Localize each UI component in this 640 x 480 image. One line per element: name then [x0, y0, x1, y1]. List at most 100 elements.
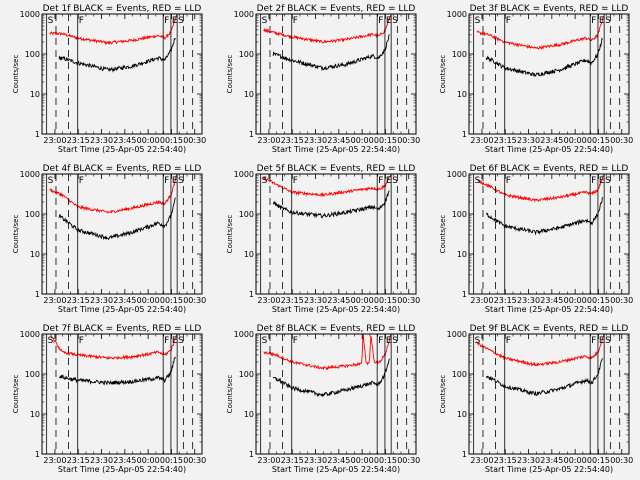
series-line-events [58, 38, 176, 73]
x-tick-label: 00:30 [183, 296, 206, 305]
x-tick-label: 23:45 [327, 456, 350, 465]
series-line-lld [49, 14, 178, 46]
y-tick-label: 1 [462, 130, 467, 139]
x-tick-label: 00:00 [564, 136, 587, 145]
x-axis-label: Start Time (25-Apr-05 22:54:40) [58, 465, 186, 474]
y-tick-label: 10 [30, 410, 40, 419]
interval-label: F [506, 176, 511, 186]
interval-label: E [386, 16, 392, 26]
x-tick-label: 23:45 [327, 136, 350, 145]
interval-label: F [378, 16, 383, 26]
plot-frame [255, 333, 417, 455]
y-tick-label: 100 [452, 210, 467, 219]
interval-label: F [378, 176, 383, 186]
x-tick-label: 23:45 [540, 136, 563, 145]
y-tick-label: 1000 [447, 10, 467, 19]
x-tick-label: 23:45 [540, 456, 563, 465]
plot-frame [41, 333, 203, 455]
interval-label: F [591, 336, 596, 346]
y-tick-label: 1000 [234, 170, 254, 179]
x-tick-label: 00:30 [397, 136, 420, 145]
x-axis-label: Start Time (25-Apr-05 22:54:40) [272, 465, 400, 474]
panel-title: Det 2f BLACK = Events, RED = LLD [257, 4, 416, 14]
x-tick-label: 23:15 [281, 456, 304, 465]
panel-title: Det 9f BLACK = Events, RED = LLD [470, 324, 629, 334]
x-tick-label: 23:15 [281, 136, 304, 145]
interval-label: F [591, 16, 596, 26]
x-tick-label: 00:00 [351, 456, 374, 465]
panel-title: Det 1f BLACK = Events, RED = LLD [43, 4, 202, 14]
x-tick-label: 23:00 [257, 296, 280, 305]
x-axis-label: Start Time (25-Apr-05 22:54:40) [485, 145, 613, 154]
x-axis-label: Start Time (25-Apr-05 22:54:40) [58, 145, 186, 154]
x-tick-label: 23:00 [470, 136, 493, 145]
panel-title: Det 5f BLACK = Events, RED = LLD [257, 164, 416, 174]
interval-label: F [591, 176, 596, 186]
x-tick-label: 23:45 [113, 296, 136, 305]
x-tick-label: 00:30 [183, 456, 206, 465]
y-tick-label: 100 [239, 210, 254, 219]
interval-label: F [506, 336, 511, 346]
y-tick-label: 1000 [234, 330, 254, 339]
interval-label: F [164, 336, 169, 346]
y-tick-label: 10 [457, 90, 467, 99]
interval-label: S [48, 176, 54, 186]
interval-label: S [48, 336, 54, 346]
interval-label: E [172, 336, 178, 346]
panel-title: Det 4f BLACK = Events, RED = LLD [43, 164, 202, 174]
y-tick-label: 10 [30, 90, 40, 99]
x-tick-label: 00:15 [160, 296, 183, 305]
y-axis-label: Counts/sec [12, 55, 20, 94]
y-tick-label: 1000 [20, 330, 40, 339]
series-line-lld [476, 334, 605, 367]
x-tick-label: 23:15 [494, 296, 517, 305]
interval-label: E [599, 16, 605, 26]
series-line-lld [263, 334, 392, 371]
interval-label: S [178, 16, 184, 26]
y-tick-label: 10 [457, 410, 467, 419]
series-line-lld [49, 334, 178, 361]
y-tick-label: 1000 [234, 10, 254, 19]
y-tick-label: 1000 [20, 170, 40, 179]
interval-label: S [262, 16, 268, 26]
x-tick-label: 23:15 [67, 456, 90, 465]
interval-label: S [475, 176, 481, 186]
y-axis-label: Counts/sec [439, 215, 447, 254]
plot-frame [255, 173, 417, 295]
y-axis-label: Counts/sec [439, 375, 447, 414]
y-tick-label: 10 [244, 410, 254, 419]
y-tick-label: 1 [35, 130, 40, 139]
y-tick-label: 100 [25, 370, 40, 379]
x-tick-label: 23:15 [281, 296, 304, 305]
panel-title: Det 8f BLACK = Events, RED = LLD [257, 324, 416, 334]
x-tick-label: 00:00 [137, 136, 160, 145]
x-tick-label: 00:30 [610, 136, 633, 145]
x-tick-label: 00:30 [183, 136, 206, 145]
x-tick-label: 00:30 [610, 456, 633, 465]
panel-title: Det 7f BLACK = Events, RED = LLD [43, 324, 202, 334]
y-axis-label: Counts/sec [12, 375, 20, 414]
y-tick-label: 1 [249, 290, 254, 299]
series-line-lld [49, 174, 178, 214]
plot-frame [41, 13, 203, 135]
x-axis-label: Start Time (25-Apr-05 22:54:40) [485, 305, 613, 314]
x-tick-label: 23:30 [517, 456, 540, 465]
x-tick-label: 23:30 [90, 456, 113, 465]
x-axis-label: Start Time (25-Apr-05 22:54:40) [272, 145, 400, 154]
x-tick-label: 23:45 [113, 136, 136, 145]
x-tick-label: 00:15 [374, 296, 397, 305]
x-tick-label: 00:15 [374, 456, 397, 465]
y-tick-label: 1000 [447, 170, 467, 179]
y-tick-label: 100 [452, 370, 467, 379]
panel-title: Det 6f BLACK = Events, RED = LLD [470, 164, 629, 174]
y-tick-label: 1 [249, 130, 254, 139]
x-tick-label: 23:30 [304, 136, 327, 145]
interval-label: E [599, 176, 605, 186]
y-tick-label: 10 [244, 250, 254, 259]
y-tick-label: 100 [452, 50, 467, 59]
